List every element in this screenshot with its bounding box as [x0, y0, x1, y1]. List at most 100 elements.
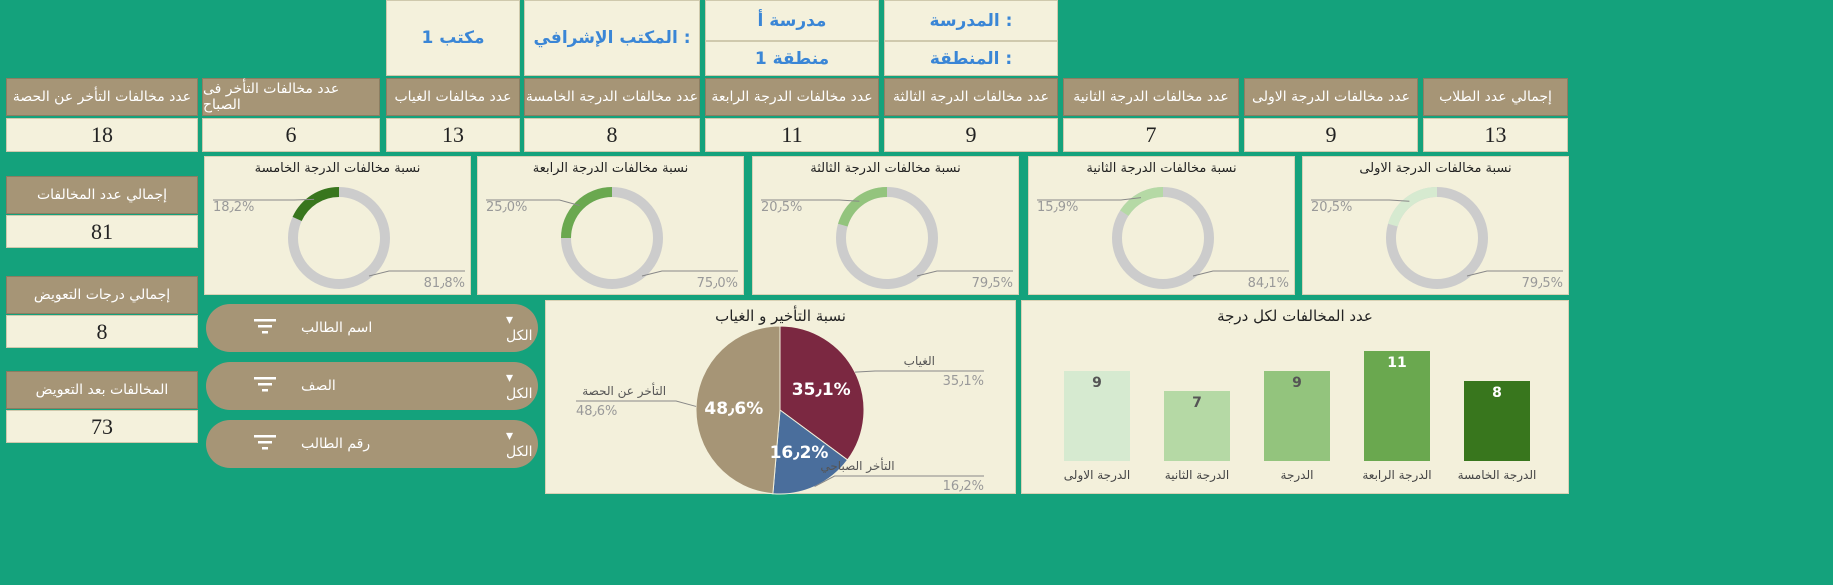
donut-value-label: 20٫5% — [1311, 200, 1352, 215]
donut-value-label: 15٫9% — [1037, 200, 1078, 215]
office-label: المكتب الإشرافي : — [524, 0, 700, 76]
donut-panel-3: نسبة مخالفات الدرجة الرابعة 25٫0% 75٫0% — [477, 156, 744, 295]
kpi-value-2: 7 — [1063, 118, 1239, 152]
pie-category-label: التأخر الصباحي — [820, 457, 894, 474]
bar — [1064, 371, 1130, 461]
kpi-value-3: 9 — [884, 118, 1058, 152]
kpi-value-4: 11 — [705, 118, 879, 152]
bar-category-label: الدرجة — [1281, 468, 1314, 483]
kpi-value-0: 13 — [1423, 118, 1568, 152]
donut-leader-line — [916, 270, 1013, 277]
bar-title: عدد المخالفات لكل درجة — [1217, 307, 1373, 325]
kpi-label-1: عدد مخالفات الدرجة الاولى — [1244, 78, 1418, 116]
kpi-value-1: 9 — [1244, 118, 1418, 152]
donut-value-label: 84٫1% — [1248, 276, 1289, 291]
donut-segment-highlight — [292, 187, 340, 222]
slicer-selected-value: الكل — [506, 444, 533, 460]
kpi-label-7: عدد مخالفات التأخر فى الصباح — [202, 78, 380, 116]
slicer-name: اسم الطالب — [301, 320, 373, 336]
pie-leader-line — [576, 400, 697, 407]
kpi-value-7: 6 — [202, 118, 380, 152]
slicer-name: الصف — [301, 378, 336, 394]
pie-value-label: 48٫6% — [704, 399, 763, 419]
lateness-absence-panel: نسبة التأخير و الغياب 35٫1% 16٫2% 48٫6% الغ… — [545, 300, 1016, 495]
pie-value-label: 16٫2% — [770, 443, 829, 463]
slicer-selected[interactable]: ▾ الكل — [506, 370, 538, 402]
total-label-2: المخالفات بعد التعويض — [6, 371, 198, 409]
donut-segment-highlight — [838, 187, 888, 227]
donut-value-label: 18٫2% — [213, 200, 254, 215]
pie-category-label: الغياب — [904, 354, 935, 368]
bar — [1264, 371, 1330, 461]
pie-leader-line — [814, 475, 984, 487]
bar — [1164, 391, 1230, 461]
total-value-0: 81 — [6, 215, 198, 248]
bar-value-label: 9 — [1292, 375, 1302, 391]
donut-leader-line — [1466, 270, 1563, 277]
donut-title: نسبة مخالفات الدرجة الخامسة — [254, 161, 421, 176]
filter-icon[interactable] — [254, 317, 278, 339]
donut-segment-highlight — [1120, 187, 1164, 217]
donut-panel-4: نسبة مخالفات الدرجة الخامسة 18٫2% 81٫8% — [204, 156, 471, 295]
pie-leader-line — [854, 370, 984, 373]
pie-title: نسبة التأخير و الغياب — [715, 307, 846, 325]
bar-category-label: الدرجة الاولى — [1064, 468, 1130, 483]
bar-value-label: 11 — [1387, 355, 1406, 371]
donut-value-label: 75٫0% — [697, 276, 738, 291]
bar-value-label: 7 — [1192, 395, 1202, 411]
violations-bar-chart: 9 الدرجة الاولى 7 الدرجة الثانية 9 الدرجة 11 ال… — [1064, 351, 1537, 483]
region-value: منطقة 1 — [705, 41, 879, 76]
donut-value-label: 79٫5% — [972, 276, 1013, 291]
donut-leader-line — [641, 270, 738, 277]
donut-title: نسبة مخالفات الدرجة الاولى — [1359, 161, 1512, 176]
office-value: مكتب 1 — [386, 0, 520, 76]
chevron-down-icon: ▾ — [506, 428, 514, 444]
slicer-name: رقم الطالب — [301, 436, 371, 452]
slicer-selected[interactable]: ▾ الكل — [506, 428, 538, 460]
pie-value-label: 35٫1% — [792, 380, 851, 400]
donut-panel-2: نسبة مخالفات الدرجة الثالثة 20٫5% 79٫5% — [752, 156, 1019, 295]
pie-outer-value-label: 48٫6% — [576, 404, 617, 419]
donut-segment-highlight — [561, 187, 613, 239]
donut-value-label: 81٫8% — [424, 276, 465, 291]
donut-value-label: 79٫5% — [1522, 276, 1563, 291]
bar-value-label: 9 — [1092, 375, 1102, 391]
donut-chart-0: 20٫5% 79٫5% — [1311, 187, 1563, 291]
donut-leader-line — [486, 199, 580, 206]
donut-chart-3: 25٫0% 75٫0% — [486, 187, 738, 291]
total-value-2: 73 — [6, 410, 198, 443]
kpi-value-8: 18 — [6, 118, 198, 152]
filter-icon[interactable] — [254, 375, 278, 397]
kpi-label-4: عدد مخالفات الدرجة الرابعة — [705, 78, 879, 116]
lateness-pie-chart: 35٫1% 16٫2% 48٫6% الغياب 35٫1% التأخر الصباحي… — [576, 325, 984, 495]
bar — [1364, 351, 1430, 461]
donut-title: نسبة مخالفات الدرجة الثانية — [1086, 161, 1237, 176]
pie-outer-value-label: 16٫2% — [943, 479, 984, 494]
slicer-0[interactable]: اسم الطالب ▾ الكل — [206, 304, 538, 352]
kpi-label-2: عدد مخالفات الدرجة الثانية — [1063, 78, 1239, 116]
slicer-1[interactable]: الصف ▾ الكل — [206, 362, 538, 410]
donut-leader-line — [368, 270, 465, 277]
slicer-selected[interactable]: ▾ الكل — [506, 312, 538, 344]
kpi-label-3: عدد مخالفات الدرجة الثالثة — [884, 78, 1058, 116]
donut-leader-line — [1192, 270, 1289, 277]
bar-category-label: الدرجة الخامسة — [1458, 468, 1537, 483]
kpi-label-0: إجمالي عدد الطلاب — [1423, 78, 1568, 116]
slicer-2[interactable]: رقم الطالب ▾ الكل — [206, 420, 538, 468]
kpi-label-6: عدد مخالفات الغياب — [386, 78, 520, 116]
slicer-selected-value: الكل — [506, 386, 533, 402]
kpi-label-5: عدد مخالفات الدرجة الخامسة — [524, 78, 700, 116]
donut-leader-line — [1037, 197, 1142, 201]
donut-panel-1: نسبة مخالفات الدرجة الثانية 15٫9% 84٫1% — [1028, 156, 1295, 295]
kpi-value-5: 8 — [524, 118, 700, 152]
kpi-value-6: 13 — [386, 118, 520, 152]
kpi-label-8: عدد مخالفات التأخر عن الحصة — [6, 78, 198, 116]
filter-icon[interactable] — [254, 433, 278, 455]
pie-slice — [695, 325, 781, 495]
donut-value-label: 20٫5% — [761, 200, 802, 215]
total-label-0: إجمالي عدد المخالفات — [6, 176, 198, 214]
violations-bar-panel: عدد المخالفات لكل درجة 9 الدرجة الاولى 7 ال… — [1021, 300, 1569, 494]
school-value: مدرسة أ — [705, 0, 879, 41]
pie-slice — [779, 325, 865, 461]
donut-segment-highlight — [1388, 187, 1438, 227]
